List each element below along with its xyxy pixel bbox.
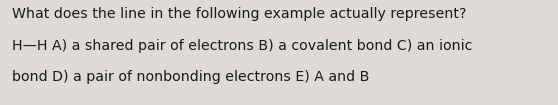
Text: What does the line in the following example actually represent?: What does the line in the following exam… — [12, 7, 467, 21]
Text: bond D) a pair of nonbonding electrons E) A and B: bond D) a pair of nonbonding electrons E… — [12, 70, 369, 84]
Text: H—H A) a shared pair of electrons B) a covalent bond C) an ionic: H—H A) a shared pair of electrons B) a c… — [12, 39, 473, 53]
